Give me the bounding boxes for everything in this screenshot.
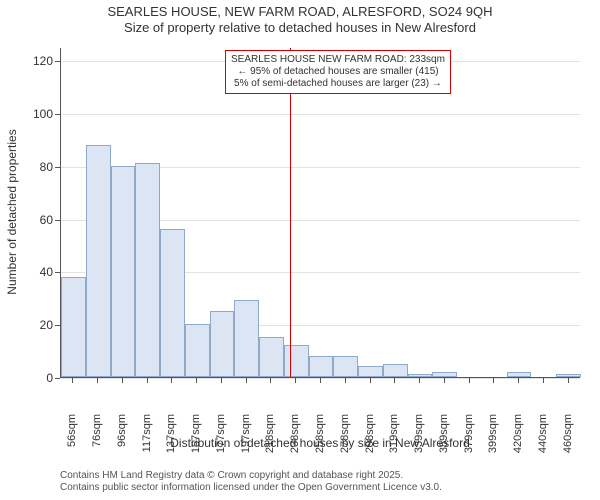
y-tick-mark xyxy=(55,61,60,62)
y-tick-label: 20 xyxy=(25,318,53,332)
histogram-bar xyxy=(432,372,457,377)
x-tick-mark xyxy=(444,378,445,383)
histogram-bar xyxy=(135,163,160,377)
x-tick-label: 298sqm xyxy=(364,414,376,464)
x-tick-mark xyxy=(196,378,197,383)
x-tick-label: 319sqm xyxy=(388,414,400,464)
x-tick-mark xyxy=(97,378,98,383)
x-tick-mark xyxy=(320,378,321,383)
histogram-bar xyxy=(333,356,358,377)
annotation-line: SEARLES HOUSE NEW FARM ROAD: 233sqm xyxy=(231,54,445,66)
chart-container: SEARLES HOUSE, NEW FARM ROAD, ALRESFORD,… xyxy=(0,0,600,500)
x-tick-mark xyxy=(147,378,148,383)
x-tick-label: 137sqm xyxy=(165,414,177,464)
footer-line-1: Contains HM Land Registry data © Crown c… xyxy=(60,470,442,482)
histogram-bar xyxy=(259,337,284,377)
x-tick-mark xyxy=(72,378,73,383)
y-tick-mark xyxy=(55,114,60,115)
x-tick-mark xyxy=(394,378,395,383)
x-tick-label: 420sqm xyxy=(512,414,524,464)
x-tick-label: 278sqm xyxy=(339,414,351,464)
x-tick-mark xyxy=(270,378,271,383)
y-tick-label: 0 xyxy=(25,371,53,385)
y-tick-label: 80 xyxy=(25,160,53,174)
x-tick-mark xyxy=(295,378,296,383)
x-tick-label: 76sqm xyxy=(91,414,103,464)
y-tick-label: 100 xyxy=(25,107,53,121)
x-tick-mark xyxy=(345,378,346,383)
x-tick-mark xyxy=(469,378,470,383)
annotation-box: SEARLES HOUSE NEW FARM ROAD: 233sqm← 95%… xyxy=(225,50,451,94)
histogram-bar xyxy=(234,300,259,377)
title-line-2: Size of property relative to detached ho… xyxy=(0,20,600,36)
x-tick-mark xyxy=(493,378,494,383)
histogram-bar xyxy=(309,356,334,377)
x-tick-label: 117sqm xyxy=(141,414,153,464)
footer-line-2: Contains public sector information licen… xyxy=(60,482,442,494)
x-tick-mark xyxy=(171,378,172,383)
y-tick-label: 60 xyxy=(25,213,53,227)
x-tick-label: 96sqm xyxy=(116,414,128,464)
x-tick-label: 399sqm xyxy=(487,414,499,464)
x-tick-mark xyxy=(543,378,544,383)
histogram-bar xyxy=(86,145,111,377)
x-tick-label: 197sqm xyxy=(240,414,252,464)
histogram-bar xyxy=(556,374,581,377)
histogram-bar xyxy=(383,364,408,377)
x-tick-label: 339sqm xyxy=(413,414,425,464)
reference-line xyxy=(290,48,291,377)
x-tick-label: 238sqm xyxy=(289,414,301,464)
x-tick-label: 258sqm xyxy=(314,414,326,464)
x-tick-mark xyxy=(122,378,123,383)
histogram-bar xyxy=(507,372,532,377)
histogram-bar xyxy=(61,277,86,377)
histogram-bar xyxy=(185,324,210,377)
x-tick-mark xyxy=(221,378,222,383)
histogram-bar xyxy=(210,311,235,377)
y-tick-mark xyxy=(55,272,60,273)
x-tick-label: 440sqm xyxy=(537,414,549,464)
histogram-bar xyxy=(358,366,383,377)
y-axis-label: Number of detached properties xyxy=(5,112,19,312)
y-tick-mark xyxy=(55,167,60,168)
x-tick-mark xyxy=(518,378,519,383)
chart-title: SEARLES HOUSE, NEW FARM ROAD, ALRESFORD,… xyxy=(0,4,600,35)
y-tick-mark xyxy=(55,325,60,326)
annotation-line: ← 95% of detached houses are smaller (41… xyxy=(231,66,445,78)
histogram-bar xyxy=(284,345,309,377)
title-line-1: SEARLES HOUSE, NEW FARM ROAD, ALRESFORD,… xyxy=(0,4,600,20)
x-tick-mark xyxy=(419,378,420,383)
footer-attribution: Contains HM Land Registry data © Crown c… xyxy=(60,470,442,494)
x-tick-label: 379sqm xyxy=(463,414,475,464)
x-tick-mark xyxy=(568,378,569,383)
histogram-bar xyxy=(111,166,136,377)
x-tick-label: 218sqm xyxy=(264,414,276,464)
x-tick-mark xyxy=(246,378,247,383)
gridline xyxy=(61,114,580,115)
histogram-bar xyxy=(160,229,185,377)
y-tick-mark xyxy=(55,378,60,379)
histogram-bar xyxy=(408,374,433,377)
x-tick-label: 359sqm xyxy=(438,414,450,464)
y-tick-label: 40 xyxy=(25,265,53,279)
x-tick-label: 460sqm xyxy=(562,414,574,464)
x-tick-label: 157sqm xyxy=(190,414,202,464)
plot-area xyxy=(60,48,580,378)
annotation-line: 5% of semi-detached houses are larger (2… xyxy=(231,78,445,90)
x-tick-label: 56sqm xyxy=(66,414,78,464)
x-tick-label: 177sqm xyxy=(215,414,227,464)
y-tick-label: 120 xyxy=(25,54,53,68)
y-tick-mark xyxy=(55,220,60,221)
x-tick-mark xyxy=(370,378,371,383)
